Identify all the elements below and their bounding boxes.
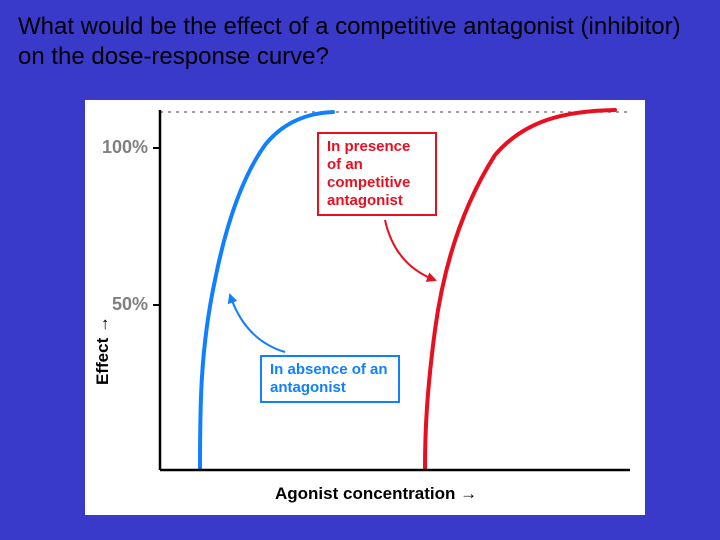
presence-box-arrow [385, 220, 435, 280]
absence-box-arrow [230, 295, 285, 352]
absence-box: In absence of an antagonist [260, 355, 400, 403]
ytick-50: 50% [112, 294, 148, 315]
dose-response-chart: Effect → Agonist concentration → 50% 100%… [85, 100, 645, 515]
presence-box: In presence of an competitive antagonist [317, 132, 437, 216]
curve-presence [425, 110, 615, 468]
x-axis-label: Agonist concentration → [275, 484, 477, 504]
y-axis-label: Effect → [93, 316, 113, 385]
ytick-100: 100% [102, 137, 148, 158]
slide-title: What would be the effect of a competitiv… [0, 0, 720, 78]
curve-absence [200, 112, 333, 468]
